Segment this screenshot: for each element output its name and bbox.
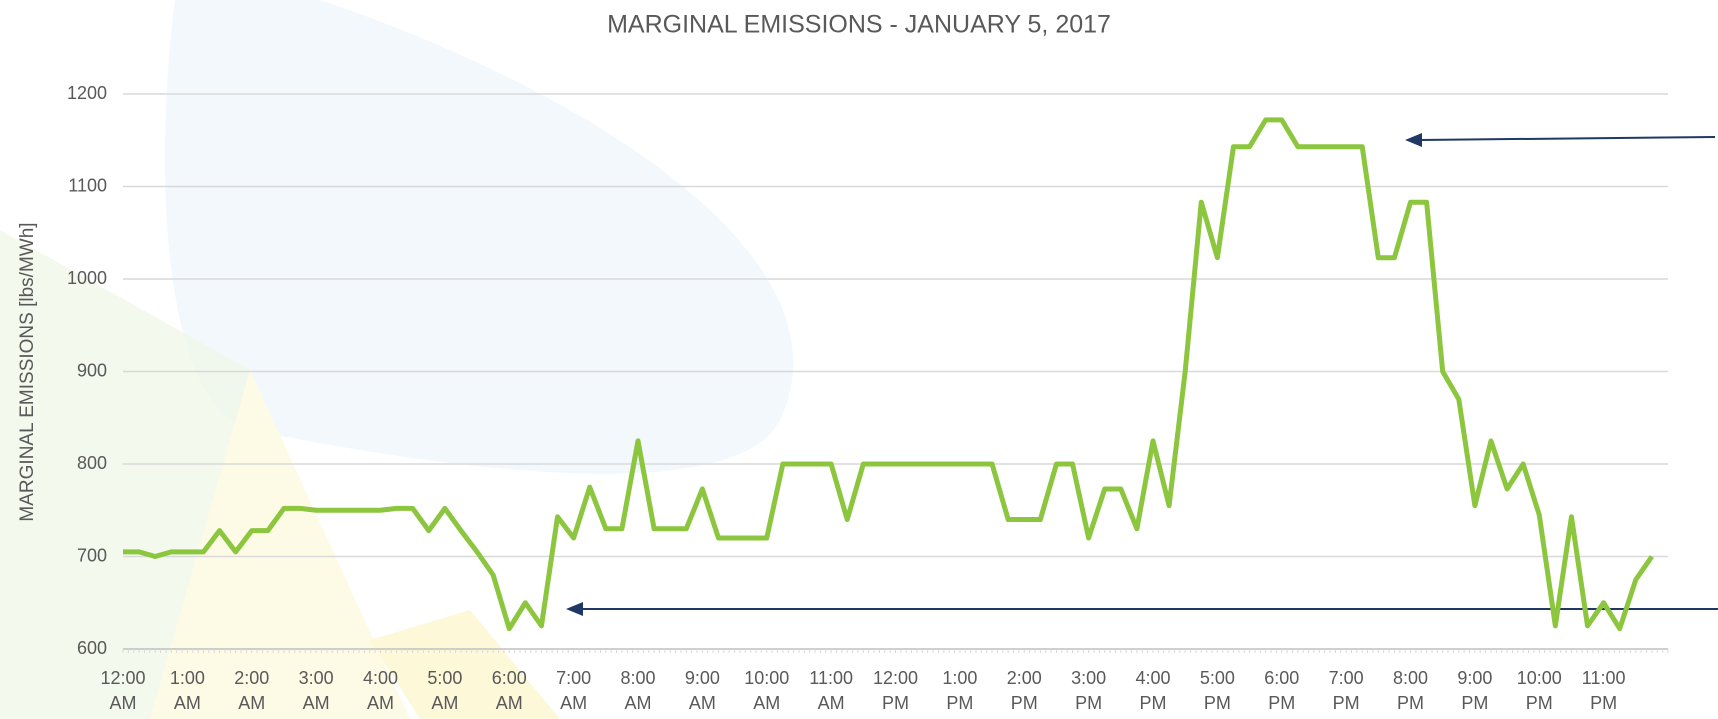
arrow-head xyxy=(566,602,583,616)
x-tick-label: 10:00 PM xyxy=(1516,668,1562,713)
x-tick-label: 2:00 PM xyxy=(1006,668,1042,713)
x-tick-label: 6:00 AM xyxy=(491,668,527,713)
x-tick-label: 9:00 PM xyxy=(1457,668,1493,713)
y-axis-label: MARGINAL EMISSIONS [lbs/MWh] xyxy=(17,222,38,521)
y-tick-label: 900 xyxy=(77,360,107,380)
x-tick-label: 4:00 PM xyxy=(1135,668,1171,713)
x-tick-label: 12:00 PM xyxy=(872,668,919,713)
x-tick-label: 7:00 AM xyxy=(556,668,592,713)
y-tick-label: 1000 xyxy=(67,268,107,288)
blue-shape xyxy=(164,0,794,474)
x-tick-label: 5:00 PM xyxy=(1199,668,1235,713)
y-tick-label: 1200 xyxy=(67,83,107,103)
x-tick-label: 3:00 PM xyxy=(1071,668,1107,713)
arrow-head xyxy=(1405,133,1422,147)
x-tick-label: 5:00 AM xyxy=(427,668,463,713)
y-tick-label: 600 xyxy=(77,638,107,658)
x-tick-label: 10:00 AM xyxy=(744,668,790,713)
x-tick-label: 11:00 AM xyxy=(809,668,853,713)
x-tick-label: 4:00 AM xyxy=(362,668,399,713)
y-tick-label: 700 xyxy=(77,545,107,565)
x-tick-label: 2:00 AM xyxy=(234,668,270,713)
y-tick-label: 800 xyxy=(77,453,107,473)
x-tick-label: 1:00 PM xyxy=(942,668,978,713)
x-tick-label: 1:00 AM xyxy=(169,668,205,713)
background-decor xyxy=(0,0,794,719)
x-tick-label: 3:00 AM xyxy=(298,668,334,713)
x-tick-label: 6:00 PM xyxy=(1264,668,1300,713)
x-tick-label: 8:00 AM xyxy=(620,668,656,713)
x-tick-label: 7:00 PM xyxy=(1328,668,1364,713)
arrows xyxy=(566,133,1718,616)
x-tick-label: 12:00 AM xyxy=(100,668,146,713)
y-tick-label: 1100 xyxy=(68,175,107,195)
data-line xyxy=(123,117,1654,632)
chart-title: MARGINAL EMISSIONS - JANUARY 5, 2017 xyxy=(607,11,1111,39)
x-tick-label: 9:00 AM xyxy=(684,668,720,713)
yellow-shape xyxy=(370,610,560,719)
x-tick-label: 11:00 PM xyxy=(1581,668,1626,713)
x-tick-label: 8:00 PM xyxy=(1392,668,1429,713)
yellow-shape xyxy=(150,370,410,719)
arrow xyxy=(1419,136,1716,141)
